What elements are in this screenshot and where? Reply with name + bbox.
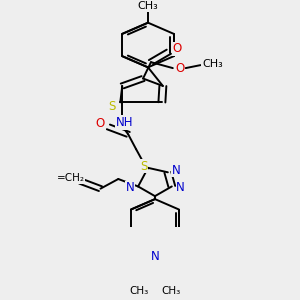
Text: N: N <box>126 182 135 194</box>
Text: CH₃: CH₃ <box>161 286 180 296</box>
Text: N: N <box>171 164 180 177</box>
Text: CH₃: CH₃ <box>202 59 223 69</box>
Text: NH: NH <box>116 116 133 129</box>
Text: N: N <box>151 250 159 263</box>
Text: O: O <box>175 61 184 75</box>
Text: S: S <box>109 100 116 112</box>
Text: O: O <box>96 117 105 130</box>
Text: S: S <box>140 160 148 173</box>
Text: CH₃: CH₃ <box>138 1 158 11</box>
Text: O: O <box>172 42 182 55</box>
Text: N: N <box>176 182 185 194</box>
Text: =CH₂: =CH₂ <box>57 173 85 183</box>
Text: CH₃: CH₃ <box>130 286 149 296</box>
